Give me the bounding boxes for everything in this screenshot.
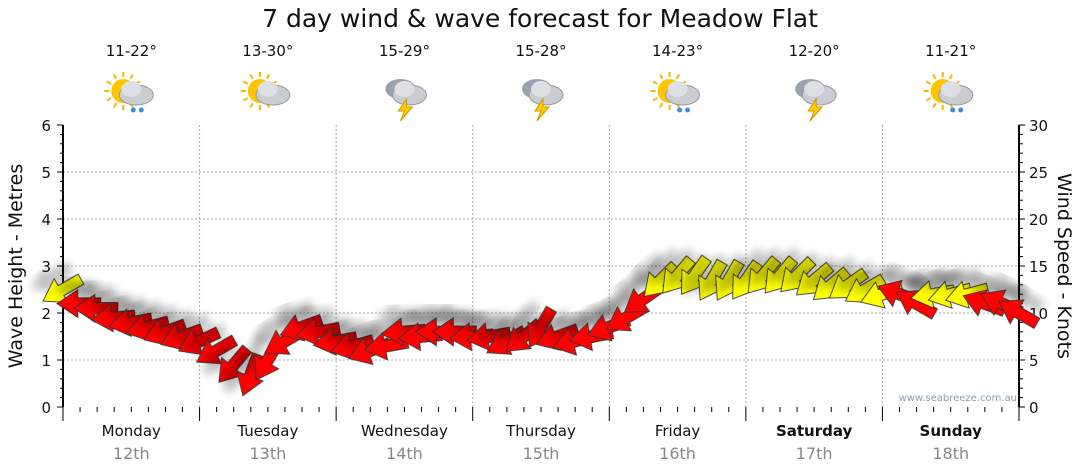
wind-arrow — [42, 273, 85, 304]
day-name-label: Thursday — [505, 422, 576, 440]
y-tick-label: 3 — [41, 258, 51, 276]
sun-cloud-weather-icon — [240, 72, 291, 110]
day-temperature-range: 14-23° — [652, 42, 703, 60]
day-date-label: 16th — [659, 444, 696, 463]
day-date-label: 15th — [523, 444, 560, 463]
chart-title: 7 day wind & wave forecast for Meadow Fl… — [262, 4, 818, 33]
wind-arrow — [295, 317, 341, 347]
wind-arrow — [998, 299, 1041, 329]
y2-tick-label: 20 — [1029, 211, 1048, 229]
day-date-label: 12th — [113, 444, 150, 463]
day-name-label: Tuesday — [236, 422, 298, 440]
watermark: www.seabreeze.com.au — [899, 393, 1017, 404]
y-tick-label: 0 — [41, 399, 51, 417]
y-axis-label: Wave Height - Metres — [5, 164, 27, 368]
day-temperature-range: 15-29° — [379, 42, 430, 60]
day-name-label: Sunday — [920, 422, 983, 440]
wind-arrow — [218, 344, 253, 383]
y2-tick-label: 25 — [1029, 164, 1048, 182]
day-name-label: Friday — [655, 422, 701, 440]
day-date-label: 13th — [249, 444, 286, 463]
day-temperature-range: 15-28° — [515, 42, 566, 60]
y2-tick-label: 5 — [1029, 352, 1039, 370]
day-date-label: 18th — [932, 444, 969, 463]
wind-arrow — [73, 293, 119, 323]
wind-arrow — [177, 326, 222, 356]
day-temperature-range: 12-20° — [789, 42, 840, 60]
day-temperature-range: 13-30° — [242, 42, 293, 60]
day-name-label: Monday — [102, 422, 161, 440]
y2-tick-label: 0 — [1029, 399, 1039, 417]
day-temperature-range: 11-22° — [106, 42, 157, 60]
storm-weather-icon — [385, 79, 427, 122]
sun-cloud-rain-weather-icon — [923, 72, 974, 113]
y2-tick-label: 30 — [1029, 117, 1048, 135]
day-temperature-range: 11-21° — [925, 42, 976, 60]
storm-weather-icon — [795, 79, 837, 122]
storm-weather-icon — [522, 79, 564, 122]
y-tick-label: 4 — [41, 211, 51, 229]
y-tick-label: 5 — [41, 164, 51, 182]
sun-cloud-rain-weather-icon — [104, 72, 154, 113]
day-date-label: 17th — [796, 444, 833, 463]
sun-cloud-rain-weather-icon — [650, 72, 701, 113]
y2-axis-label: Wind Speed - Knots — [1053, 173, 1075, 359]
y-tick-label: 2 — [41, 305, 51, 323]
y2-tick-label: 15 — [1029, 258, 1048, 276]
wind-arrow — [196, 334, 239, 365]
y-tick-label: 6 — [41, 117, 51, 135]
y-tick-label: 1 — [41, 352, 51, 370]
wind-arrow — [895, 289, 939, 320]
day-name-label: Wednesday — [361, 422, 448, 440]
day-name-label: Saturday — [776, 422, 853, 440]
day-date-label: 14th — [386, 444, 423, 463]
wind-arrow — [466, 322, 512, 352]
